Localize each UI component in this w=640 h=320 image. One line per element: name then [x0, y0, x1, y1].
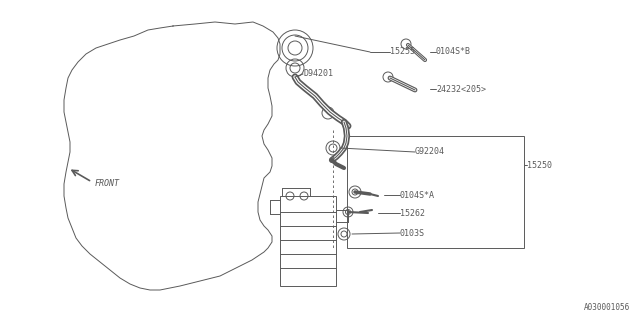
- Bar: [280, 196, 336, 286]
- Text: D94201: D94201: [303, 69, 333, 78]
- Text: FRONT: FRONT: [95, 179, 120, 188]
- Text: 15255: 15255: [390, 47, 415, 57]
- Text: 15262: 15262: [400, 209, 425, 218]
- Text: 0103S: 0103S: [400, 228, 425, 237]
- Text: 0104S*A: 0104S*A: [400, 190, 435, 199]
- Bar: [347, 136, 524, 248]
- Text: A030001056: A030001056: [584, 303, 630, 312]
- Text: 15250: 15250: [527, 161, 552, 170]
- Text: 0104S*B: 0104S*B: [436, 47, 471, 57]
- Text: 24232<205>: 24232<205>: [436, 84, 486, 93]
- Text: G92204: G92204: [415, 148, 445, 156]
